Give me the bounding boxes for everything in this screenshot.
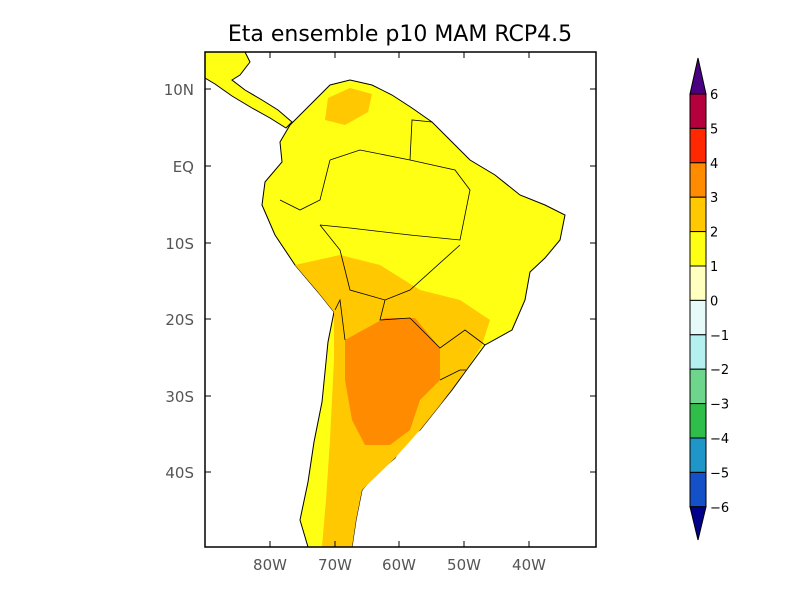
colorbar-segment bbox=[689, 368, 707, 405]
warming-3-4-region bbox=[345, 318, 440, 445]
colorbar-top-extend bbox=[689, 57, 707, 95]
map-title: Eta ensemble p10 MAM RCP4.5 bbox=[228, 22, 572, 47]
colorbar-label: 2 bbox=[710, 226, 718, 241]
colorbar-label: 1 bbox=[710, 260, 718, 275]
colorbar-segment bbox=[689, 196, 707, 233]
country-borders bbox=[279, 119, 486, 381]
lon-tick-label: 80W bbox=[253, 556, 287, 574]
lon-tick-label: 50W bbox=[447, 556, 481, 574]
colorbar-segment bbox=[689, 334, 707, 370]
colorbar-segment bbox=[689, 93, 707, 129]
colorbar-segment bbox=[689, 231, 707, 267]
colorbar-label: 3 bbox=[710, 191, 718, 206]
colorbar-label: −2 bbox=[710, 363, 729, 378]
warming-2-3-north bbox=[325, 88, 372, 125]
central-america bbox=[205, 52, 293, 129]
lat-tick-label: EQ bbox=[173, 158, 194, 176]
colorbar-label: −5 bbox=[710, 466, 729, 481]
map-area bbox=[205, 52, 566, 547]
colorbar: 6 5 4 3 2 1 0 −1 −2 −3 −4 −5 −6 bbox=[689, 57, 729, 541]
lon-tick-label: 70W bbox=[318, 556, 352, 574]
colorbar-segment bbox=[689, 127, 707, 164]
colorbar-label: 0 bbox=[710, 294, 718, 309]
lat-axis: 10N EQ 10S 20S 30S 40S bbox=[164, 81, 596, 482]
lat-tick-label: 40S bbox=[165, 464, 194, 482]
lon-tick-label: 40W bbox=[512, 556, 546, 574]
colorbar-segment bbox=[689, 437, 707, 473]
lat-tick-label: 10N bbox=[164, 81, 194, 99]
lat-tick-label: 10S bbox=[165, 235, 194, 253]
map-frame bbox=[204, 51, 597, 548]
colorbar-segment bbox=[689, 471, 707, 508]
colorbar-label: 4 bbox=[710, 157, 718, 172]
colorbar-bottom-extend bbox=[689, 506, 707, 541]
colorbar-label: −4 bbox=[710, 432, 729, 447]
lat-tick-label: 30S bbox=[165, 388, 194, 406]
colorbar-segment bbox=[689, 162, 707, 198]
colorbar-label: −1 bbox=[710, 329, 729, 344]
lon-tick-label: 60W bbox=[382, 556, 416, 574]
colorbar-segment bbox=[689, 299, 707, 336]
colorbar-segment bbox=[689, 265, 707, 301]
colorbar-label: 5 bbox=[710, 122, 718, 137]
colorbar-label: 6 bbox=[710, 88, 718, 103]
colorbar-segment bbox=[689, 403, 707, 439]
colorbar-label: −6 bbox=[710, 501, 729, 516]
colorbar-label: −3 bbox=[710, 398, 729, 413]
lon-axis: 80W 70W 60W 50W 40W bbox=[253, 52, 546, 574]
lat-tick-label: 20S bbox=[165, 311, 194, 329]
